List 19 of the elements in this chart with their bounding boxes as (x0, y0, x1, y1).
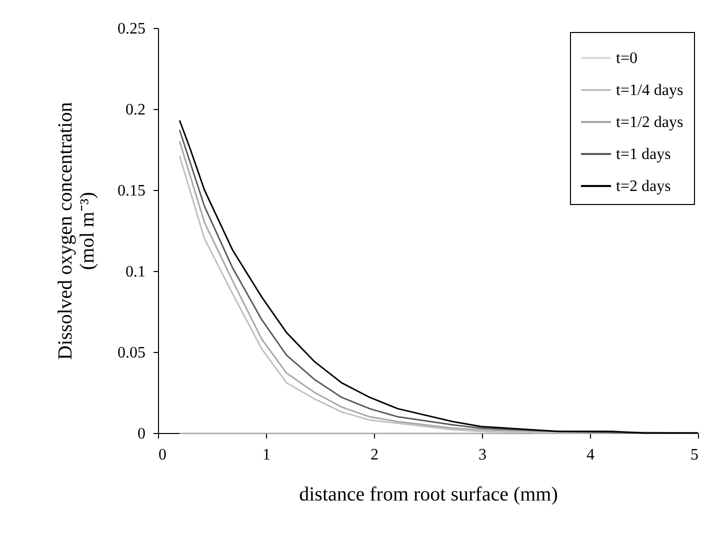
y-tick-label: 0.15 (118, 182, 146, 200)
x-tick-label: 3 (478, 446, 486, 464)
x-tick-label: 2 (370, 446, 378, 464)
x-tick-label: 5 (690, 446, 698, 464)
x-tick-label: 0 (158, 446, 166, 464)
x-tick-label: 1 (262, 446, 270, 464)
legend-label: t=1/4 days (616, 82, 684, 99)
x-axis-title: distance from root surface (mm) (299, 484, 558, 506)
y-tick-label: 0 (138, 426, 146, 442)
legend-label: t=1/2 days (616, 114, 684, 131)
y-tick-label: 0.25 (118, 20, 146, 38)
y-tick-label: 0.1 (126, 264, 146, 280)
legend-label: t=2 days (616, 178, 671, 195)
legend-label: t=1 days (616, 146, 671, 163)
y-tick-label: 0.05 (118, 344, 146, 362)
legend-label: t=0 (616, 50, 638, 67)
x-tick-label: 4 (586, 446, 594, 464)
y-tick-label: 0.2 (126, 102, 146, 118)
y-axis-title: Dissolved oxygen concentration (mol m⁻³) (54, 102, 98, 360)
